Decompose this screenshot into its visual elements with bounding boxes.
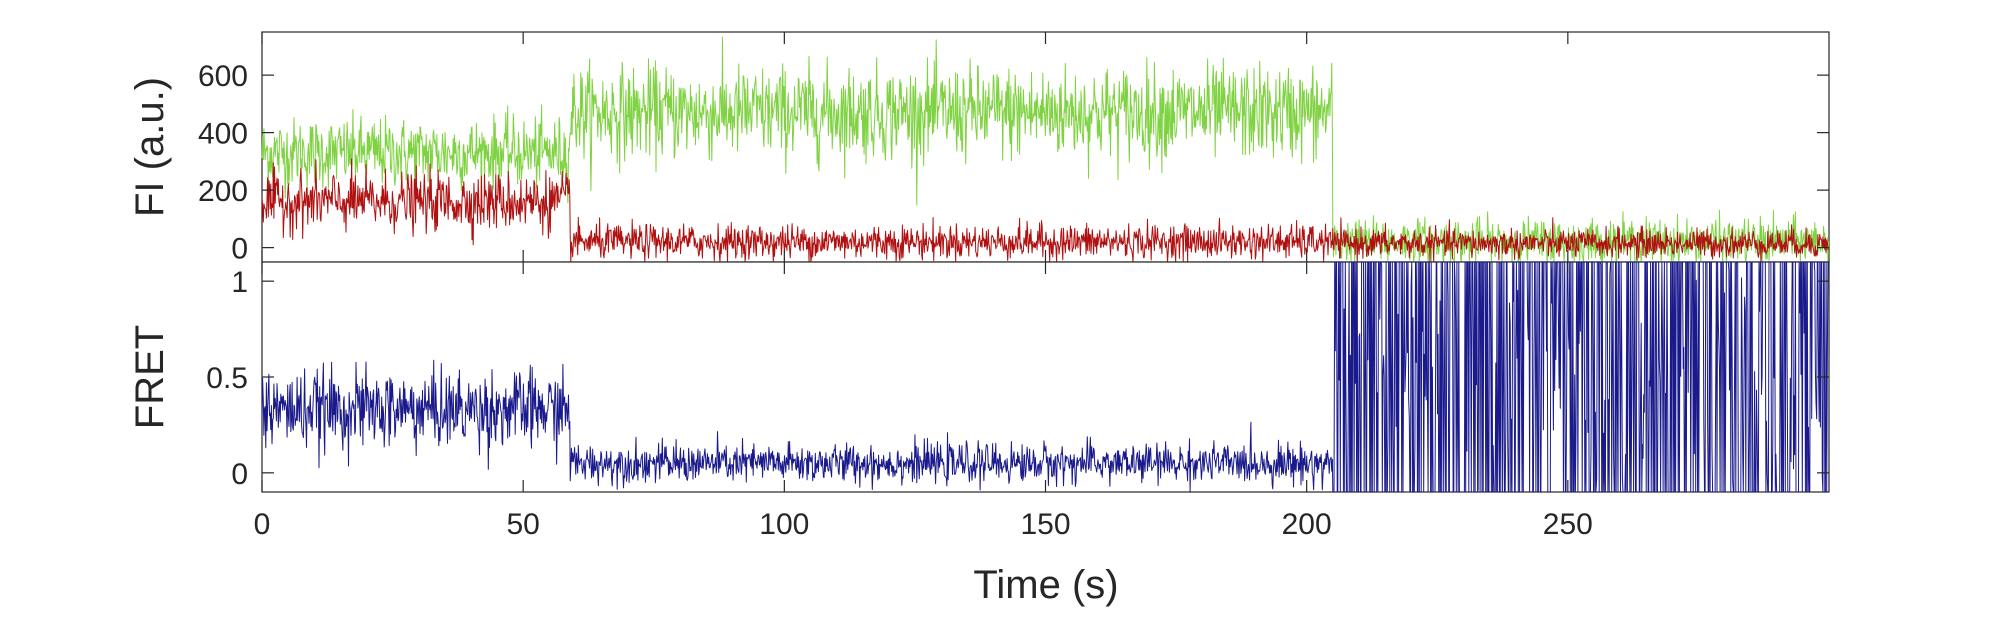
- top-ytick-label: 200: [198, 175, 248, 208]
- bottom-ytick-label: 1: [231, 266, 248, 299]
- top-series-1-line: [261, 158, 1829, 263]
- top-ylabel: FI (a.u.): [128, 77, 172, 217]
- xticks-layer: 0 50 100 150 200 250: [254, 262, 1593, 541]
- bottom-ylabel: FRET: [128, 325, 172, 429]
- xlabel: Time (s): [973, 563, 1118, 607]
- xtick-label: 200: [1282, 508, 1332, 541]
- top-ytick-label: 0: [231, 233, 248, 266]
- xtick-label: 150: [1020, 508, 1070, 541]
- top-ytick-label: 400: [198, 118, 248, 151]
- xtick-label: 0: [254, 508, 271, 541]
- bottom-ytick-label: 0.5: [206, 362, 248, 395]
- top-yticks-layer: 0 200 400 600: [198, 32, 1829, 266]
- bottom-ytick-label: 0: [231, 458, 248, 491]
- bottom-yticks-layer: 00.51: [206, 266, 1829, 491]
- xtick-label: 250: [1543, 508, 1593, 541]
- top-series-layer: [261, 36, 1830, 263]
- top-ytick-label: 600: [198, 60, 248, 93]
- bottom-panel: 00.51 0 50 100 150 200 250 FRET Time (s): [128, 261, 1830, 607]
- top-panel: 0 200 400 600 FI (a.u.): [128, 31, 1830, 266]
- xtick-label: 100: [759, 508, 809, 541]
- xtick-label: 50: [506, 508, 539, 541]
